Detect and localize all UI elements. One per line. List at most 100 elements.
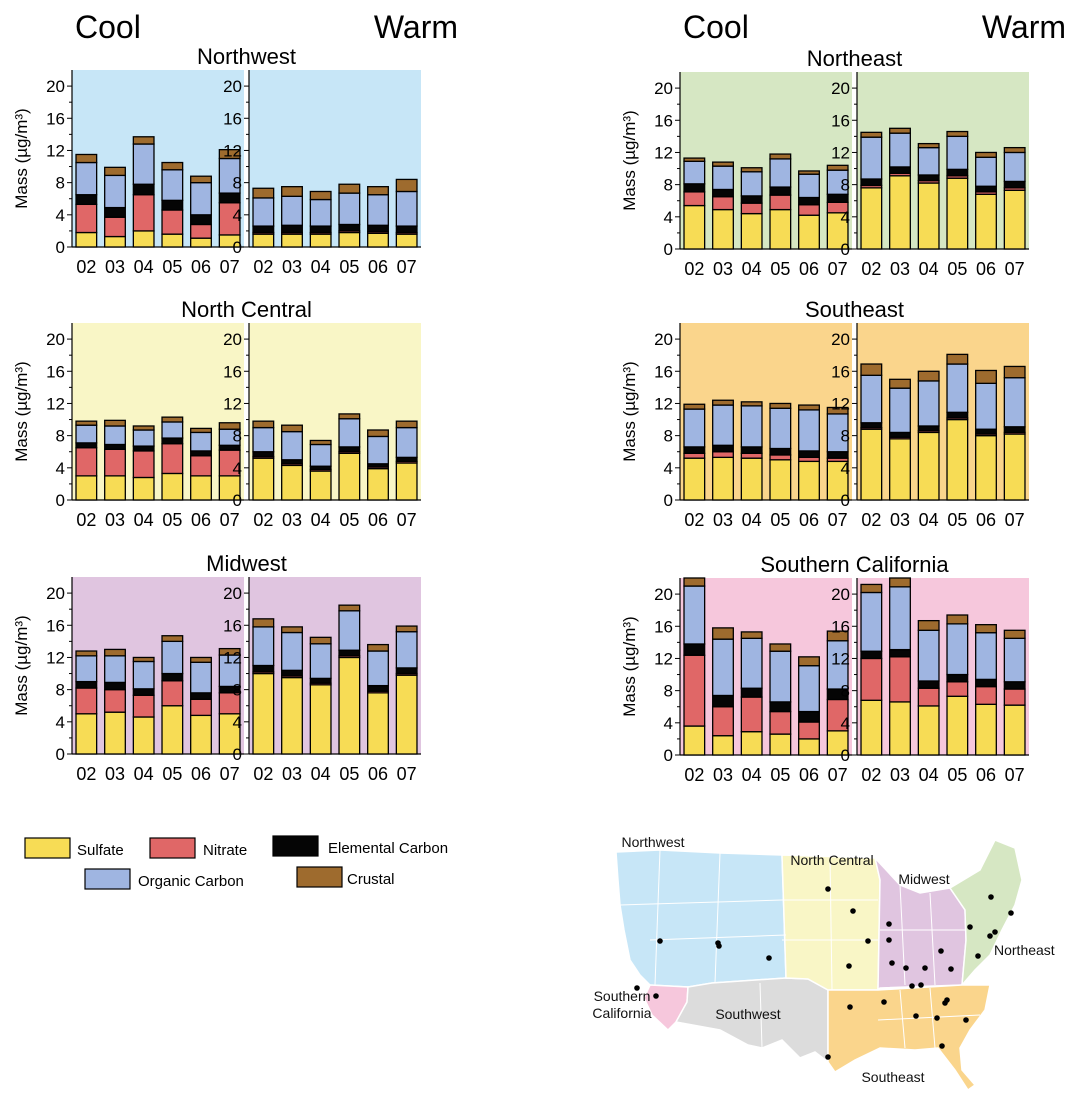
cool-panel-background (72, 70, 244, 247)
warm-bar-crustal (975, 369, 997, 384)
map-site-dot (634, 985, 640, 991)
map-state-border (929, 987, 936, 1049)
warm-bar-crustal (917, 142, 940, 149)
y-tick-label: 20 (831, 585, 850, 604)
map-site-dot (948, 966, 954, 972)
cool-bar-crustal (769, 153, 792, 160)
cool-bar-sulfate (104, 475, 126, 501)
x-tick-label: 04 (311, 764, 331, 784)
map-site-dot (938, 948, 944, 954)
x-tick-label: 02 (76, 764, 96, 784)
y-tick-label: 16 (223, 109, 242, 128)
warm-bar-oc (889, 387, 911, 434)
cool-bar-ec (190, 214, 212, 226)
y-tick-label: 0 (664, 491, 673, 510)
warm-panel-background (249, 577, 421, 754)
x-tick-label: 05 (947, 510, 967, 530)
cool-bar-oc (769, 158, 792, 188)
warm-bar-oc (889, 586, 911, 651)
y-tick-label: 4 (841, 714, 850, 733)
warm-bar-ec (860, 650, 883, 660)
cool-bar-sulfate (683, 457, 706, 501)
y-axis-label: Mass (µg/m³) (12, 108, 31, 208)
map-state-border (714, 852, 721, 984)
cool-bar-nitrate (683, 452, 706, 459)
warm-bar-sulfate (367, 232, 389, 248)
warm-bar-ec (975, 678, 997, 688)
y-tick-label: 8 (56, 427, 65, 446)
map-site-dot (909, 983, 915, 989)
x-tick-label: 04 (134, 510, 154, 530)
cool-bar-crustal (218, 422, 241, 430)
cool-bar-oc (769, 407, 792, 450)
warm-bar-crustal (889, 127, 911, 134)
warm-bar-crustal (1003, 146, 1026, 154)
y-tick-label: 12 (223, 141, 242, 160)
warm-bar-crustal (338, 183, 361, 194)
cool-bar-sulfate (75, 713, 98, 755)
warm-bar-sulfate (281, 464, 303, 501)
warm-bar-oc (946, 623, 969, 676)
warm-panel-background (857, 578, 1029, 755)
cool-bar-oc (740, 637, 763, 689)
map-state-border (619, 899, 783, 906)
map-site-dot (825, 886, 831, 892)
warm-bar-ec (281, 669, 303, 677)
x-tick-label: 07 (1005, 259, 1025, 279)
y-axis-label: Mass (µg/m³) (12, 361, 31, 461)
map-site-dot (988, 894, 994, 900)
y-tick-label: 20 (654, 585, 673, 604)
warm-bar-ec (338, 223, 361, 232)
y-tick-label: 20 (831, 330, 850, 349)
warm-bar-oc (917, 380, 940, 427)
warm-bar-sulfate (1003, 704, 1026, 756)
warm-bar-oc (1003, 151, 1026, 183)
cool-bar-oc (75, 424, 98, 444)
warm-bar-ec (1003, 180, 1026, 189)
warm-bar-sulfate (917, 705, 940, 756)
cool-bar-nitrate (161, 680, 184, 707)
cool-bar-crustal (75, 420, 98, 426)
y-tick-label: 16 (46, 362, 65, 381)
warm-bar-ec (338, 649, 361, 657)
x-tick-label: 06 (191, 764, 211, 784)
warm-panel-background (857, 72, 1029, 249)
cool-bar-nitrate (104, 688, 126, 713)
y-tick-label: 16 (654, 362, 673, 381)
cool-bar-nitrate (161, 209, 184, 235)
x-tick-label: 02 (253, 764, 273, 784)
cool-bar-oc (161, 640, 184, 675)
warm-bar-sulfate (889, 175, 911, 250)
map-label-southwest: Southwest (715, 1006, 780, 1022)
warm-bar-crustal (395, 625, 418, 633)
cool-bar-ec (161, 437, 184, 445)
cool-bar-sulfate (132, 716, 155, 755)
warm-bar-nitrate (860, 657, 883, 701)
cool-bar-crustal (826, 630, 849, 642)
y-tick-label: 12 (46, 648, 65, 667)
x-tick-label: 04 (919, 765, 939, 785)
warm-bar-sulfate (395, 674, 418, 755)
cool-bar-ec (798, 710, 820, 723)
map-label-line: California (592, 1005, 651, 1021)
y-tick-label: 16 (46, 616, 65, 635)
y-tick-label: 20 (654, 79, 673, 98)
warm-bar-sulfate (889, 438, 911, 501)
x-tick-label: 02 (684, 510, 704, 530)
cool-panel-background (680, 72, 852, 249)
cool-bar-sulfate (798, 460, 820, 501)
region-title: North Central (181, 297, 312, 322)
cool-bar-nitrate (190, 455, 212, 477)
warm-bar-ec (1003, 681, 1026, 690)
cool-bar-oc (712, 404, 734, 446)
cool-bar-nitrate (740, 696, 763, 733)
x-tick-label: 03 (105, 510, 125, 530)
cool-bar-nitrate (798, 204, 820, 216)
x-tick-label: 06 (368, 764, 388, 784)
warm-bar-oc (975, 632, 997, 681)
warm-bar-crustal (946, 614, 969, 625)
y-tick-label: 20 (46, 330, 65, 349)
x-tick-label: 06 (799, 510, 819, 530)
